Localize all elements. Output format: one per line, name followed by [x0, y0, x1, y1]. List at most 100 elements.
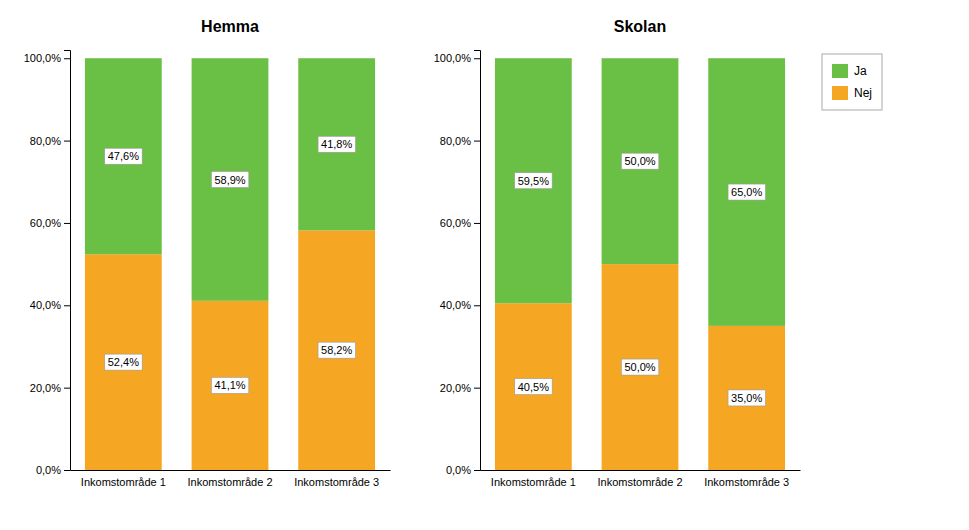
y-tick-mark: [474, 223, 480, 224]
bar: [85, 58, 162, 254]
data-label-bg: [211, 377, 248, 393]
data-label-bg: [318, 136, 355, 152]
axis-domain: [474, 51, 481, 471]
y-tick-label: 40,0%: [440, 299, 471, 311]
data-label-bg: [728, 390, 765, 406]
data-label-bg: [621, 153, 658, 169]
y-tick-label: 0,0%: [446, 464, 471, 476]
x-tick-label: Inkomstområde 2: [598, 476, 683, 488]
y-tick: 100,0%: [434, 52, 480, 64]
data-label: 50,0%: [624, 155, 655, 167]
x-tick: Inkomstområde 1: [81, 476, 166, 488]
legend-label: Ja: [854, 64, 867, 78]
legend: Ja Nej: [822, 54, 882, 110]
y-tick-label: 80,0%: [440, 135, 471, 147]
data-label: 65,0%: [731, 186, 762, 198]
y-tick-mark: [474, 470, 480, 471]
x-tick-label: Inkomstområde 3: [294, 476, 379, 488]
y-axis: 0,0% 20,0% 40,0% 60,0% 80,0% 100,0%: [434, 51, 481, 477]
y-tick: 60,0%: [30, 217, 70, 229]
y-tick-mark: [474, 141, 480, 142]
y-axis: 0,0%20,0%40,0%60,0%80,0%100,0%: [24, 51, 71, 477]
y-tick-label: 20,0%: [30, 382, 61, 394]
y-tick-label: 80,0%: [30, 135, 61, 147]
legend-label: Nej: [854, 86, 872, 100]
bars: [85, 58, 375, 470]
y-tick-label: 60,0%: [440, 217, 471, 229]
axis-domain: [64, 51, 71, 471]
y-tick-mark: [64, 58, 70, 59]
data-label: 58,2%: [321, 344, 352, 356]
x-tick: Inkomstområde 3: [704, 476, 789, 488]
x-axis: Inkomstområde 1 Inkomstområde 2 Inkomstomr…: [71, 471, 391, 488]
data-labels: 40,5% 50,0% 35,0% 59,5% 50,0% 65,0%: [515, 153, 766, 406]
bar: [298, 58, 375, 230]
y-tick-mark: [474, 305, 480, 306]
panel: Inkomstområde 1 Inkomstområde 2 Inkomstomr…: [24, 18, 391, 488]
x-tick-label: Inkomstområde 3: [704, 476, 789, 488]
x-tick: Inkomstområde 1: [491, 476, 576, 488]
data-label: 59,5%: [518, 175, 549, 187]
axis-domain: [481, 470, 801, 471]
y-tick-label: 20,0%: [440, 382, 471, 394]
x-tick: Inkomstområde 2: [598, 476, 683, 488]
bar: [708, 326, 785, 470]
axis-domain: [71, 470, 391, 471]
legend-swatch: [832, 86, 848, 100]
y-tick-mark: [474, 58, 480, 59]
bar: [602, 58, 679, 264]
bar: [708, 58, 785, 326]
title: Hemma: [201, 18, 259, 35]
data-label: 35,0%: [731, 392, 762, 404]
data-label: 40,5%: [518, 381, 549, 393]
legend-frame: [822, 54, 882, 110]
y-tick-label: 40,0%: [30, 299, 61, 311]
data-label: 41,1%: [214, 379, 245, 391]
x-tick: Inkomstområde 2: [188, 476, 273, 488]
x-tick: Inkomstområde 3: [294, 476, 379, 488]
bar: [495, 58, 572, 303]
bar: [298, 230, 375, 470]
y-tick: 40,0%: [30, 299, 70, 311]
y-tick-label: 0,0%: [36, 464, 61, 476]
bar: [495, 303, 572, 470]
data-label-bg: [621, 359, 658, 375]
legend-item: Ja: [832, 64, 867, 78]
y-tick-label: 100,0%: [434, 52, 472, 64]
y-tick-mark: [64, 305, 70, 306]
y-tick: 80,0%: [30, 135, 70, 147]
data-label-bg: [318, 342, 355, 358]
data-label-bg: [211, 172, 248, 188]
data-label-bg: [515, 173, 552, 189]
data-label: 50,0%: [624, 361, 655, 373]
y-tick-mark: [64, 470, 70, 471]
panel: Inkomstområde 1 Inkomstområde 2 Inkomstomr…: [434, 18, 882, 488]
bar: [602, 264, 679, 470]
bars: [495, 58, 785, 470]
bar: [192, 58, 269, 301]
y-tick-mark: [64, 141, 70, 142]
chart-svg: Inkomstområde 1 Inkomstområde 2 Inkomstomr…: [0, 0, 969, 530]
data-label: 58,9%: [214, 174, 245, 186]
legend-item: Nej: [832, 86, 872, 100]
y-tick-label: 60,0%: [30, 217, 61, 229]
bar: [85, 254, 162, 470]
x-tick-label: Inkomstområde 1: [491, 476, 576, 488]
data-label: 47,6%: [108, 150, 139, 162]
y-tick: 80,0%: [440, 135, 480, 147]
data-label-bg: [105, 354, 142, 370]
y-tick: 60,0%: [440, 217, 480, 229]
data-label: 52,4%: [108, 356, 139, 368]
y-tick-mark: [64, 388, 70, 389]
x-tick-label: Inkomstområde 2: [188, 476, 273, 488]
x-axis: Inkomstområde 1 Inkomstområde 2 Inkomstomr…: [481, 471, 801, 488]
y-tick: 0,0%: [446, 464, 480, 476]
data-label: 41,8%: [321, 138, 352, 150]
chart-container: Inkomstområde 1 Inkomstområde 2 Inkomstomr…: [0, 0, 969, 530]
x-tick-label: Inkomstområde 1: [81, 476, 166, 488]
data-label-bg: [728, 184, 765, 200]
data-label-bg: [515, 379, 552, 395]
bar: [192, 301, 269, 470]
legend-swatch: [832, 64, 848, 78]
data-labels: 52,4% 41,1% 58,2% 47,6% 58,9% 41,8%: [105, 136, 356, 393]
